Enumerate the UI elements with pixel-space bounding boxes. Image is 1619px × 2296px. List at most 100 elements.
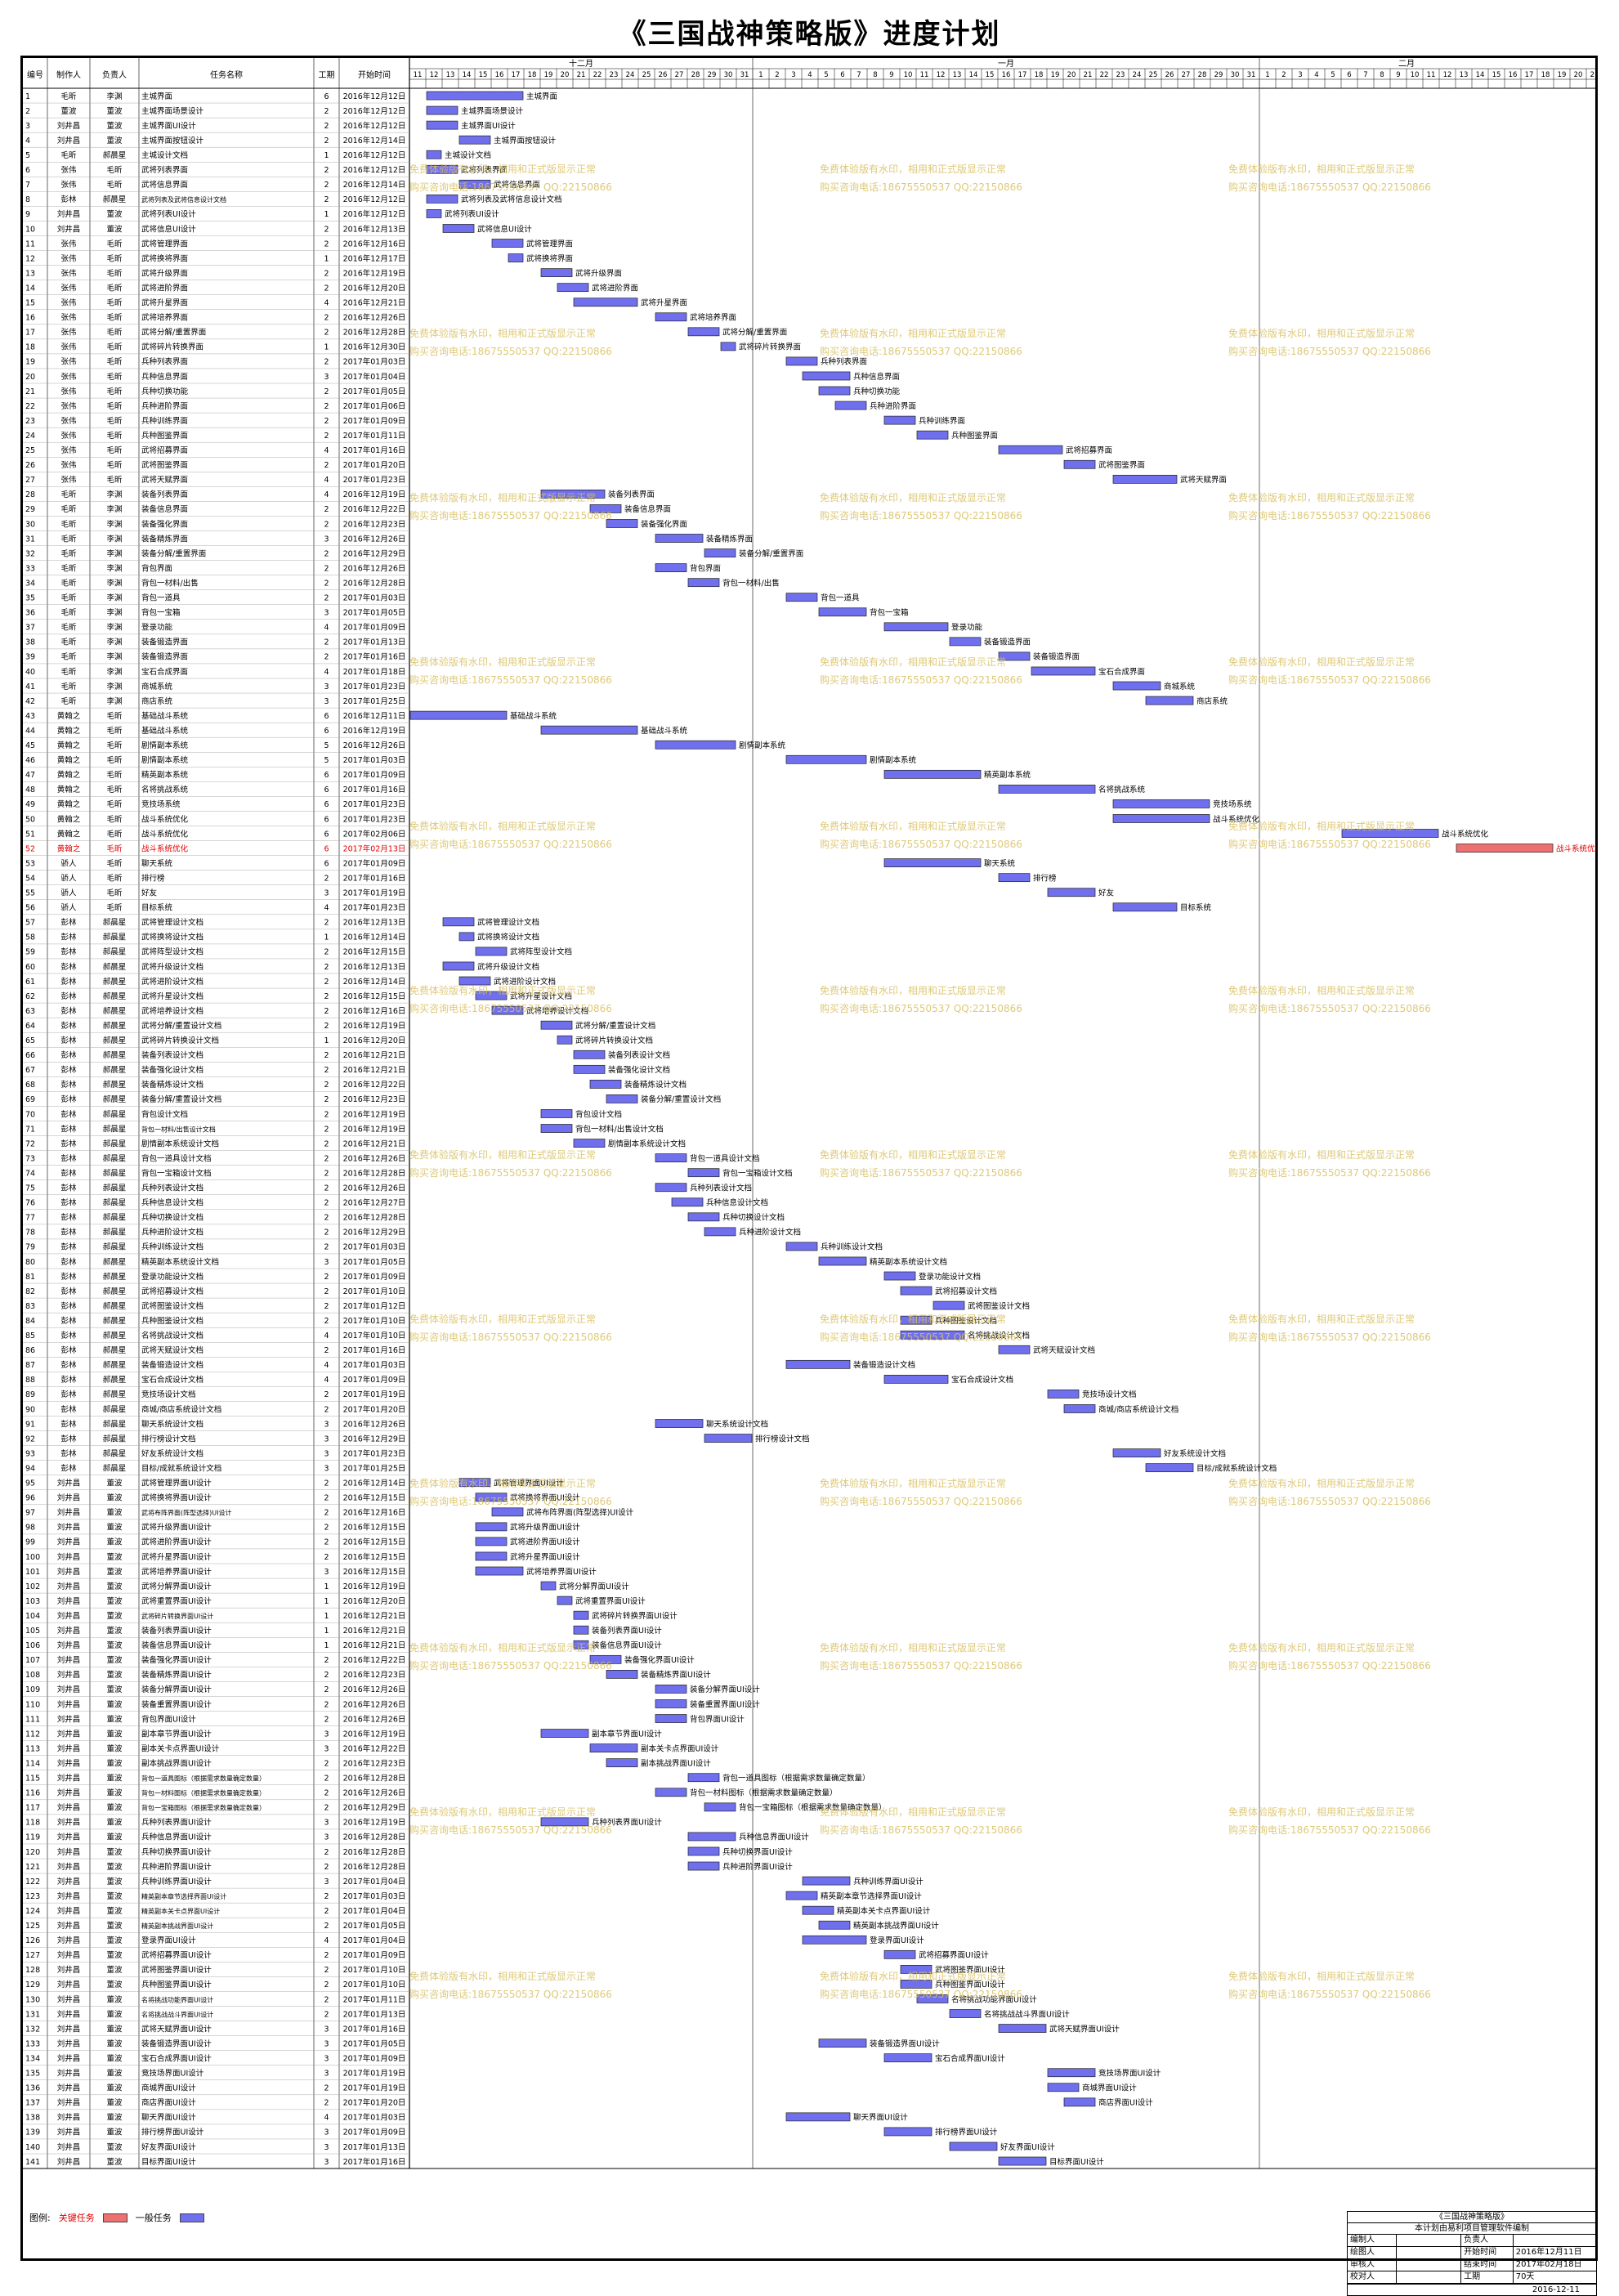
task-duration: 2	[324, 1066, 329, 1075]
task-maker: 毛昕	[60, 667, 77, 677]
task-duration: 6	[324, 859, 329, 868]
task-duration: 2	[324, 1538, 329, 1547]
gantt-bar	[1112, 814, 1210, 823]
gantt-bar	[998, 784, 1096, 794]
task-maker: 毛昕	[60, 548, 77, 558]
task-duration: 2	[324, 461, 329, 470]
task-owner: 郝晨星	[103, 150, 127, 160]
task-name: 精英副本章节选择界面UI设计	[141, 1892, 226, 1900]
gantt-bar	[818, 2039, 867, 2048]
bar-label: 基础战斗系统	[641, 726, 688, 736]
task-name: 登录功能	[141, 623, 173, 633]
task-id: 44	[25, 727, 35, 736]
gantt-bar	[475, 947, 508, 956]
task-name: 装备锻造界面UI设计	[141, 2039, 212, 2048]
task-owner: 董波	[106, 1537, 123, 1547]
gantt-bar	[426, 150, 442, 159]
task-owner: 董波	[106, 224, 123, 234]
bar-label: 兵种切换功能	[853, 387, 901, 396]
watermark-line: 免费体验版有水印，相用和正式版显示正常	[820, 327, 1006, 339]
task-name: 武将天赋界面UI设计	[141, 2024, 212, 2034]
task-id: 39	[25, 653, 35, 662]
task-name: 装备锻造设计文档	[141, 1360, 203, 1370]
watermark-line: 免费体验版有水印，相用和正式版显示正常	[1228, 163, 1415, 175]
bar-label: 装备锻造界面	[984, 638, 1031, 647]
gantt-bar	[426, 120, 458, 130]
task-id: 59	[25, 948, 35, 957]
task-duration: 3	[324, 2054, 329, 2063]
gantt-bar	[704, 1434, 753, 1443]
task-name: 武将培养界面	[141, 313, 188, 323]
task-owner: 董波	[106, 1596, 123, 1606]
task-start: 2017年01月11日	[343, 431, 406, 441]
info-row: 编制人 负责人	[1348, 2235, 1596, 2247]
task-owner: 毛昕	[106, 372, 123, 382]
task-maker: 黄翰之	[57, 726, 81, 736]
task-id: 7	[25, 181, 30, 190]
task-duration: 2	[324, 579, 329, 588]
gantt-bar	[687, 1168, 720, 1178]
task-id: 13	[25, 269, 35, 278]
task-id: 97	[25, 1509, 35, 1518]
task-maker: 刘井昌	[57, 2069, 81, 2079]
bar-label: 商店界面UI设计	[1098, 2098, 1153, 2108]
gantt-bar	[1112, 1448, 1161, 1457]
task-name: 目标界面UI设计	[141, 2157, 196, 2167]
bar-label: 装备强化设计文档	[608, 1065, 670, 1075]
task-id: 82	[25, 1287, 35, 1296]
bar-label: 兵种列表设计文档	[690, 1184, 752, 1193]
watermark-line: 购买咨询电话:18675550537 QQ:22150866	[409, 1988, 612, 2000]
task-name: 背包一道具设计文档	[141, 1153, 212, 1163]
task-start: 2017年01月09日	[343, 2128, 406, 2137]
task-start: 2017年01月03日	[343, 1360, 406, 1370]
task-owner: 董波	[106, 1877, 123, 1886]
task-owner: 毛昕	[106, 165, 123, 175]
task-name: 武将管理设计文档	[141, 918, 203, 928]
task-start: 2016年12月20日	[343, 283, 406, 293]
task-start: 2016年12月26日	[343, 563, 406, 573]
task-owner: 董波	[106, 1980, 123, 1989]
bar-label: 主城界面按钮设计	[494, 136, 557, 145]
task-maker: 刘井昌	[57, 2128, 81, 2137]
task-start: 2016年12月22日	[343, 1655, 406, 1665]
task-start: 2017年01月16日	[343, 445, 406, 455]
task-name: 武将信息界面	[141, 180, 188, 190]
task-duration: 1	[324, 1036, 329, 1045]
month-label: 一月	[998, 59, 1014, 69]
task-owner: 郝晨星	[103, 1213, 127, 1223]
gantt-bar	[540, 1020, 573, 1030]
task-start: 2017年01月13日	[343, 638, 406, 647]
task-duration: 2	[324, 1892, 329, 1901]
task-duration: 2	[324, 520, 329, 529]
task-duration: 4	[324, 490, 329, 499]
bar-label: 兵种信息设计文档	[706, 1198, 768, 1208]
task-start: 2017年01月03日	[343, 1242, 406, 1252]
task-owner: 李渊	[106, 608, 122, 618]
watermark-line: 免费体验版有水印，相用和正式版显示正常	[409, 163, 596, 175]
task-start: 2016年12月28日	[343, 1847, 406, 1857]
task-name: 目标系统	[141, 903, 173, 913]
watermark-line: 购买咨询电话:18675550537 QQ:22150866	[409, 509, 612, 521]
watermark-line: 免费体验版有水印，相用和正式版显示正常	[1228, 820, 1415, 832]
task-duration: 2	[324, 1951, 329, 1960]
task-duration: 3	[324, 1730, 329, 1739]
task-owner: 毛昕	[106, 298, 123, 308]
task-maker: 刘井昌	[57, 1596, 81, 1606]
gantt-bar	[785, 1359, 851, 1369]
day-number: 15	[479, 71, 488, 79]
day-number: 19	[544, 71, 553, 79]
task-duration: 2	[324, 225, 329, 234]
task-start: 2017年01月25日	[343, 1463, 406, 1473]
task-maker: 刘井昌	[57, 2113, 81, 2123]
task-start: 2016年12月28日	[343, 1213, 406, 1223]
gantt-bar	[932, 1300, 965, 1310]
task-name: 武将天赋界面	[141, 475, 188, 485]
task-owner: 郝晨星	[103, 1257, 127, 1267]
task-duration: 2	[324, 1524, 329, 1533]
task-name: 装备列表界面UI设计	[141, 1626, 212, 1636]
task-start: 2017年01月10日	[343, 1316, 406, 1326]
day-number: 12	[1443, 71, 1452, 79]
gantt-bar	[573, 1640, 589, 1649]
day-number: 30	[724, 71, 733, 79]
task-name: 武将进阶界面	[141, 283, 188, 293]
